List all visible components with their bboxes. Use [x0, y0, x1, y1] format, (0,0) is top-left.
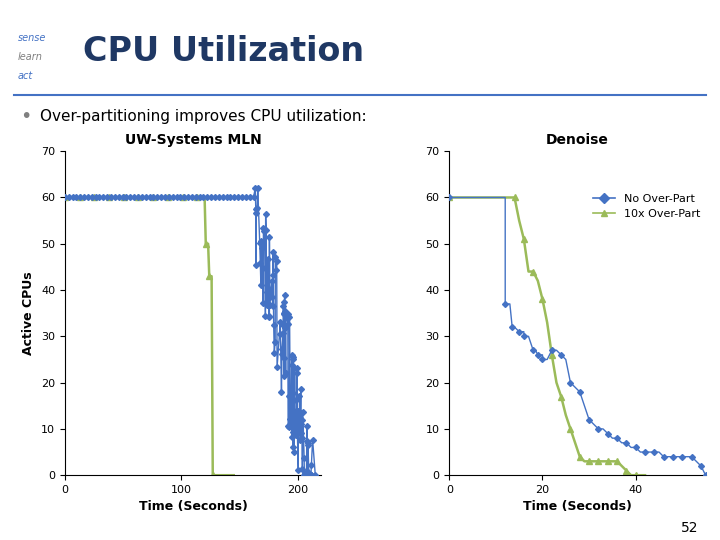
Legend: No Over-Part, 10x Over-Part: No Over-Part, 10x Over-Part: [589, 189, 705, 224]
Text: sense: sense: [18, 33, 46, 43]
Text: Over-partitioning improves CPU utilization:: Over-partitioning improves CPU utilizati…: [40, 109, 366, 124]
X-axis label: Time (Seconds): Time (Seconds): [138, 501, 248, 514]
Y-axis label: Active CPUs: Active CPUs: [22, 272, 35, 355]
Text: learn: learn: [18, 52, 43, 62]
Title: UW-Systems MLN: UW-Systems MLN: [125, 133, 261, 147]
Title: Denoise: Denoise: [546, 133, 609, 147]
Text: CPU Utilization: CPU Utilization: [83, 35, 364, 68]
Text: •: •: [20, 106, 32, 126]
Text: act: act: [18, 71, 33, 80]
X-axis label: Time (Seconds): Time (Seconds): [523, 501, 632, 514]
Text: 52: 52: [681, 521, 698, 535]
